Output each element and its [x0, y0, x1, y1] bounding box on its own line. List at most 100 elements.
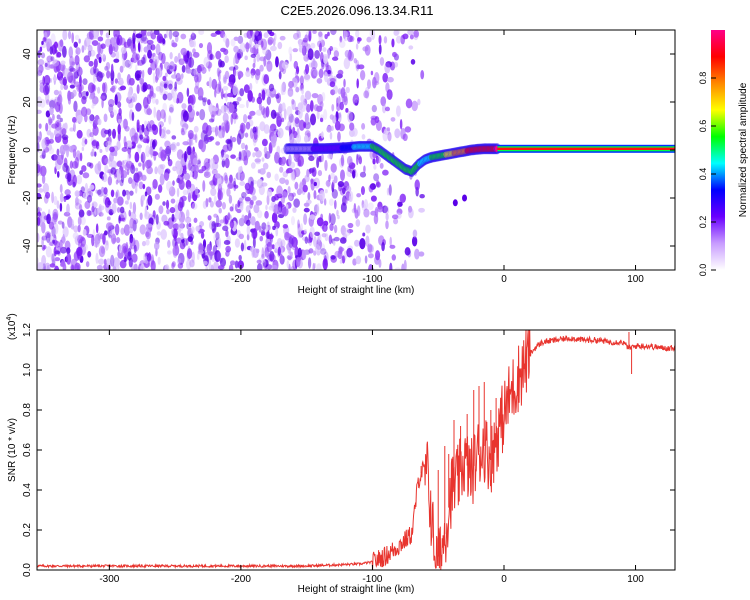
noise-speck [141, 56, 146, 65]
noise-speck [346, 155, 353, 166]
spectrogram-y-label: Frequency (Hz) [7, 116, 18, 185]
noise-speck [89, 114, 95, 122]
noise-speck [190, 226, 195, 234]
noise-speck [328, 212, 332, 224]
noise-speck [244, 43, 251, 50]
noise-speck [243, 113, 248, 124]
noise-speck [67, 216, 73, 228]
noise-speck [116, 37, 120, 46]
noise-speck [228, 264, 234, 270]
noise-speck [355, 219, 361, 227]
noise-speck [412, 229, 418, 238]
noise-speck [304, 112, 309, 124]
noise-speck [333, 50, 340, 58]
noise-speck [414, 248, 420, 260]
noise-speck [186, 146, 192, 156]
noise-speck [213, 213, 218, 218]
noise-speck [123, 256, 127, 263]
noise-speck [223, 239, 231, 246]
noise-speck [59, 239, 63, 250]
noise-speck [196, 64, 202, 74]
noise-speck [210, 187, 217, 197]
noise-speck [88, 60, 94, 67]
noise-speck [354, 239, 360, 247]
noise-speck [397, 201, 403, 207]
noise-speck [224, 55, 229, 63]
noise-speck [159, 124, 162, 137]
noise-speck [57, 94, 63, 105]
x-tick-label: -200 [231, 274, 251, 285]
noise-speck [281, 102, 286, 112]
noise-speck [109, 152, 114, 162]
noise-speck [72, 174, 77, 187]
noise-speck [210, 264, 214, 270]
noise-speck [189, 183, 196, 193]
noise-speck [363, 208, 370, 218]
noise-speck [62, 30, 68, 41]
noise-speck [110, 160, 117, 170]
noise-speck [317, 31, 323, 37]
noise-speck [239, 88, 245, 97]
noise-speck [79, 203, 83, 213]
noise-speck [340, 225, 346, 236]
noise-speck [109, 146, 115, 153]
noise-speck [254, 158, 262, 163]
noise-speck [304, 134, 309, 143]
noise-speck [316, 250, 321, 256]
noise-speck [346, 228, 354, 234]
noise-speck [162, 75, 167, 82]
noise-speck [211, 107, 219, 112]
noise-speck [165, 199, 170, 210]
noise-speck [336, 209, 339, 217]
noise-speck [393, 61, 399, 68]
noise-speck [118, 244, 123, 254]
noise-speck [305, 103, 311, 113]
noise-speck [53, 128, 61, 137]
noise-speck [288, 236, 294, 249]
noise-speck [104, 164, 109, 173]
noise-speck [111, 203, 117, 214]
noise-speck [383, 36, 388, 44]
noise-speck [261, 247, 265, 259]
noise-speck [249, 199, 254, 209]
noise-speck [261, 157, 265, 162]
noise-speck [93, 58, 98, 69]
noise-speck [370, 195, 377, 202]
noise-speck [155, 43, 161, 56]
noise-speck [252, 228, 258, 240]
noise-speck [346, 169, 353, 178]
noise-speck [253, 204, 260, 214]
noise-speck [144, 191, 148, 197]
noise-speck [143, 46, 149, 53]
noise-speck [277, 41, 283, 50]
noise-speck [104, 230, 108, 236]
noise-speck [372, 158, 376, 165]
noise-speck [196, 111, 200, 116]
noise-speck [229, 174, 233, 184]
noise-speck [343, 78, 346, 88]
noise-speck [411, 100, 418, 112]
noise-speck [382, 72, 389, 83]
noise-speck [119, 212, 126, 219]
noise-speck [76, 129, 83, 139]
noise-speck [74, 156, 79, 169]
noise-speck [362, 232, 366, 237]
noise-speck [375, 181, 381, 188]
noise-speck [79, 152, 83, 162]
noise-speck [141, 240, 147, 247]
noise-speck [373, 164, 377, 170]
noise-speck [228, 222, 235, 227]
noise-speck [140, 30, 147, 36]
noise-speck [388, 184, 392, 196]
noise-speck [216, 178, 224, 189]
noise-speck [203, 260, 208, 266]
noise-speck [48, 121, 52, 132]
noise-speck [151, 139, 156, 150]
noise-speck [316, 203, 320, 215]
carrier-band-core [497, 147, 675, 150]
noise-speck [45, 122, 49, 132]
noise-speck [286, 242, 292, 251]
noise-speck [85, 261, 90, 268]
noise-speck [37, 58, 45, 66]
noise-speck [74, 202, 81, 210]
